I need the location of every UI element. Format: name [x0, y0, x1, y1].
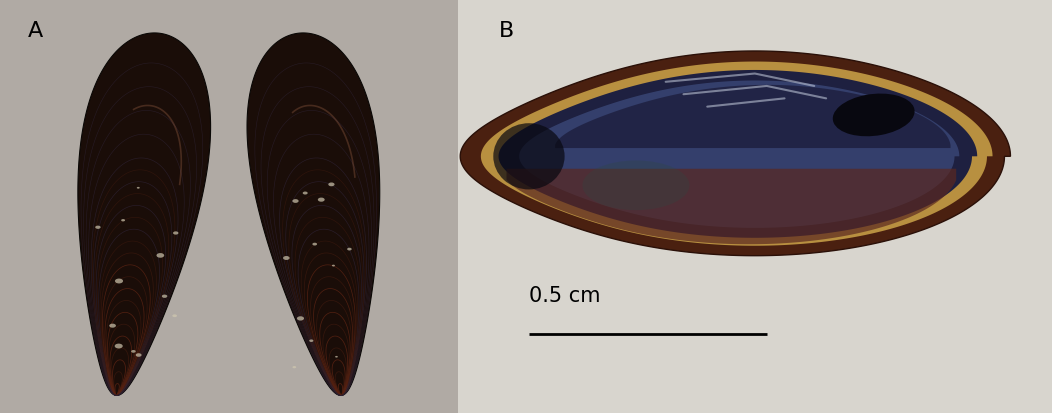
Polygon shape: [460, 52, 1010, 256]
Ellipse shape: [297, 316, 304, 321]
Ellipse shape: [347, 248, 351, 251]
Ellipse shape: [137, 188, 140, 189]
Ellipse shape: [292, 199, 299, 203]
Ellipse shape: [292, 366, 297, 368]
Ellipse shape: [157, 254, 164, 258]
Ellipse shape: [121, 220, 125, 222]
Ellipse shape: [109, 324, 116, 328]
Ellipse shape: [309, 339, 313, 342]
Ellipse shape: [336, 356, 338, 358]
Ellipse shape: [318, 198, 325, 202]
Polygon shape: [506, 169, 956, 244]
Ellipse shape: [132, 350, 136, 353]
Ellipse shape: [583, 161, 689, 211]
Ellipse shape: [115, 279, 123, 284]
Ellipse shape: [303, 192, 307, 195]
Polygon shape: [555, 85, 951, 149]
Ellipse shape: [96, 226, 101, 229]
Ellipse shape: [173, 232, 179, 235]
Text: B: B: [500, 21, 514, 40]
Ellipse shape: [283, 256, 289, 260]
Polygon shape: [481, 62, 992, 246]
Polygon shape: [519, 81, 959, 228]
Ellipse shape: [332, 265, 335, 267]
Text: A: A: [27, 21, 43, 40]
Ellipse shape: [833, 94, 914, 137]
Ellipse shape: [136, 354, 142, 357]
Ellipse shape: [115, 344, 123, 349]
Ellipse shape: [493, 124, 565, 190]
Ellipse shape: [173, 315, 177, 317]
Polygon shape: [247, 34, 380, 396]
Ellipse shape: [312, 243, 317, 246]
Ellipse shape: [162, 295, 167, 298]
Ellipse shape: [328, 183, 335, 187]
Text: 0.5 cm: 0.5 cm: [529, 286, 601, 306]
Polygon shape: [78, 34, 210, 396]
Polygon shape: [499, 71, 977, 238]
